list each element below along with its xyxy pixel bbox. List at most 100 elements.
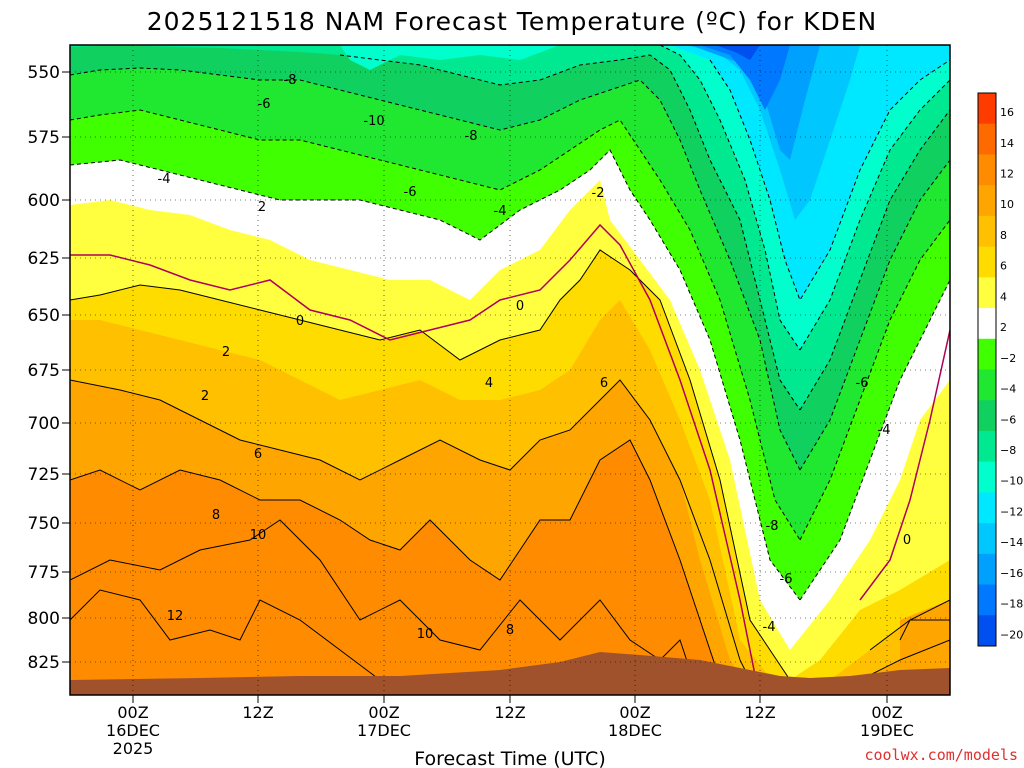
contour-label: -6 xyxy=(258,97,271,112)
y-tick-label: 775 xyxy=(28,563,60,583)
colorbar-label: −20 xyxy=(1000,628,1023,641)
contour-label: 12 xyxy=(167,609,184,624)
colorbar-label: 10 xyxy=(1000,198,1014,211)
temperature-fill xyxy=(70,45,950,695)
contour-label: 0 xyxy=(296,314,304,329)
contour-label: -4 xyxy=(763,620,776,635)
colorbar-label: 14 xyxy=(1000,137,1014,150)
colorbar-swatch xyxy=(978,338,996,370)
x-tick-label: 12Z xyxy=(744,703,775,722)
chart-title: 2025121518 NAM Forecast Temperature (ºC)… xyxy=(147,7,878,36)
contour-label: -4 xyxy=(878,423,891,438)
colorbar-swatch xyxy=(978,123,996,155)
band-fill xyxy=(700,45,790,110)
contour-label: -6 xyxy=(856,376,869,391)
x-tick-label: 19DEC xyxy=(860,721,914,740)
colorbar-label: 8 xyxy=(1000,229,1007,242)
contour-line xyxy=(799,109,950,411)
band-fill xyxy=(690,45,820,160)
contour-label: 6 xyxy=(600,376,608,391)
y-tick-label: 650 xyxy=(28,306,60,326)
contour-label: 0 xyxy=(516,299,524,314)
colorbar-swatch xyxy=(978,492,996,524)
contour-line xyxy=(70,249,791,681)
contour-line xyxy=(70,223,760,695)
colorbar: 16 14 12 10 8 6 4 2 −2 −4 −6 −8 −10 −12 −14 −16 −18 −20 xyxy=(977,92,1023,647)
contour-label: -4 xyxy=(494,204,507,219)
contour-label: 8 xyxy=(212,508,220,523)
colorbar-swatch xyxy=(978,185,996,217)
y-tick-label: 550 xyxy=(28,63,60,83)
x-tick-label: 2025 xyxy=(113,739,154,758)
y-tick-label: 675 xyxy=(28,361,60,381)
contour-label: 2 xyxy=(258,200,266,215)
contour-line xyxy=(339,54,801,411)
contour-label: 0 xyxy=(903,533,911,548)
contour-line xyxy=(70,109,801,541)
y-tick-label: 700 xyxy=(28,414,60,434)
contour-line xyxy=(70,379,759,695)
y-tick-label: 575 xyxy=(28,128,60,148)
y-tick-label: 750 xyxy=(28,514,60,534)
x-tick-label: 00Z xyxy=(368,703,399,722)
contour-label: -10 xyxy=(363,114,384,129)
contour-lines xyxy=(70,249,950,695)
colorbar-label: 12 xyxy=(1000,167,1014,180)
contour-label: 10 xyxy=(417,627,434,642)
contour-label: -6 xyxy=(404,185,417,200)
y-tick-label: 825 xyxy=(28,653,60,673)
colorbar-label: 4 xyxy=(1000,290,1007,303)
colorbar-label: −16 xyxy=(1000,567,1023,580)
zero-contour xyxy=(70,223,950,695)
contour-line xyxy=(799,279,950,601)
colorbar-swatch xyxy=(978,369,996,401)
colorbar-swatch xyxy=(978,615,996,647)
contour-line xyxy=(70,439,721,681)
contour-label: -8 xyxy=(284,73,297,88)
x-axis-label: Forecast Time (UTC) xyxy=(414,748,605,768)
x-tick-label: 17DEC xyxy=(357,721,411,740)
colorbar-label: −10 xyxy=(1000,475,1023,488)
contour-label: -6 xyxy=(780,572,793,587)
colorbar-label: −14 xyxy=(1000,536,1023,549)
terrain xyxy=(70,652,950,695)
colorbar-label: −18 xyxy=(1000,598,1023,611)
x-tick-label: 00Z xyxy=(117,703,148,722)
contour-line xyxy=(799,79,950,351)
negative-contours xyxy=(70,45,950,601)
band-fill xyxy=(680,45,860,220)
y-tick-label: 625 xyxy=(28,249,60,269)
contour-line xyxy=(709,59,950,302)
contour-label: 8 xyxy=(506,623,514,638)
contour-label: -8 xyxy=(766,519,779,534)
y-tick-label: 600 xyxy=(28,191,60,211)
y-axis: 550 575 600 625 650 675 700 725 750 775 800 825 xyxy=(28,63,70,673)
colorbar-label: 16 xyxy=(1000,106,1014,119)
colorbar-swatch xyxy=(978,430,996,463)
band-fill xyxy=(900,600,950,690)
colorbar-frame xyxy=(977,92,997,647)
colorbar-label: −6 xyxy=(1000,413,1016,426)
credit-text: coolwx.com/models xyxy=(864,746,1018,764)
colorbar-label: −8 xyxy=(1000,444,1016,457)
colorbar-swatch xyxy=(978,154,996,186)
x-tick-label: 12Z xyxy=(494,703,525,722)
colorbar-swatch xyxy=(978,215,996,248)
contour-label: -2 xyxy=(592,186,605,201)
colorbar-swatch xyxy=(978,246,996,278)
y-tick-label: 800 xyxy=(28,609,60,629)
contour-line xyxy=(659,45,801,351)
colorbar-swatch xyxy=(978,523,996,555)
grid-lines xyxy=(70,45,950,695)
colorbar-swatch xyxy=(978,553,996,586)
colorbar-label: −4 xyxy=(1000,383,1016,396)
colorbar-swatch xyxy=(978,584,996,616)
contour-label: 2 xyxy=(222,345,230,360)
contour-line xyxy=(859,329,950,601)
contour-label: -4 xyxy=(158,172,171,187)
contour-line xyxy=(70,67,801,471)
colorbar-label: 6 xyxy=(1000,260,1007,273)
x-tick-label: 00Z xyxy=(871,703,902,722)
x-tick-label: 18DEC xyxy=(608,721,662,740)
